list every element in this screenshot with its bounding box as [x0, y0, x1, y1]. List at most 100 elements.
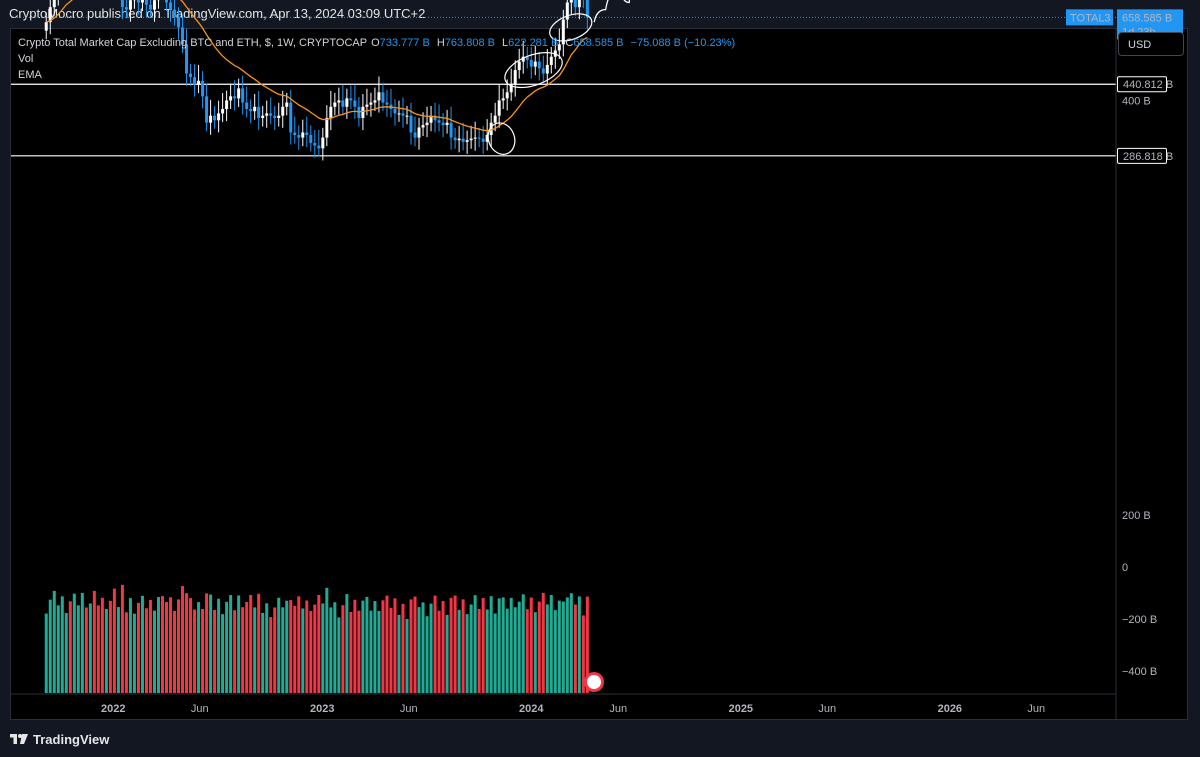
candle-body[interactable] — [297, 135, 301, 138]
candle-body[interactable] — [501, 98, 505, 101]
candle-body[interactable] — [453, 137, 457, 141]
candle-body[interactable] — [409, 115, 413, 133]
candle-body[interactable] — [321, 137, 325, 149]
candle-body[interactable] — [293, 132, 297, 136]
candle-body[interactable] — [341, 100, 345, 107]
candle-body[interactable] — [177, 16, 181, 28]
candle-body[interactable] — [285, 102, 289, 107]
candle-body[interactable] — [437, 120, 441, 123]
legend-indicator-ema[interactable]: EMA — [18, 69, 42, 81]
candle-body[interactable] — [413, 132, 417, 138]
candle-body[interactable] — [533, 61, 537, 67]
candle-body[interactable] — [385, 102, 389, 105]
candle-body[interactable] — [457, 138, 461, 141]
candle-body[interactable] — [421, 125, 425, 128]
candle-body[interactable] — [505, 92, 509, 99]
candle-body[interactable] — [585, 0, 589, 18]
candle-body[interactable] — [193, 77, 197, 85]
candle-body[interactable] — [529, 59, 533, 67]
candle-body[interactable] — [48, 7, 52, 23]
candle-body[interactable] — [461, 138, 465, 142]
candle-body[interactable] — [577, 0, 581, 8]
candle-body[interactable] — [373, 100, 377, 103]
candle-body[interactable] — [433, 115, 437, 121]
candle-body[interactable] — [128, 0, 132, 10]
candle-body[interactable] — [169, 2, 173, 10]
candle-body[interactable] — [485, 135, 489, 142]
candle-body[interactable] — [257, 106, 261, 118]
candle-body[interactable] — [144, 0, 148, 5]
candle-body[interactable] — [233, 96, 237, 99]
candle-body[interactable] — [301, 132, 305, 138]
candle-body[interactable] — [349, 98, 353, 101]
candle-body[interactable] — [197, 80, 201, 85]
candle-body[interactable] — [569, 0, 573, 3]
candle-body[interactable] — [329, 106, 333, 118]
candle-body[interactable] — [213, 115, 217, 121]
candle-body[interactable] — [333, 102, 337, 107]
candle-body[interactable] — [469, 138, 473, 141]
candle-body[interactable] — [557, 44, 561, 51]
candle-body[interactable] — [209, 115, 213, 123]
candle-body[interactable] — [249, 108, 253, 112]
candle-body[interactable] — [549, 56, 553, 65]
chart-canvas[interactable]: 1.8 T1.6 T1.4 T1.2 T1 T400 B1.134 T787.2… — [0, 0, 1200, 720]
candle-body[interactable] — [261, 115, 265, 118]
candle-body[interactable] — [345, 98, 349, 107]
candle-body[interactable] — [305, 132, 309, 136]
candle-body[interactable] — [201, 80, 205, 97]
candle-body[interactable] — [325, 117, 329, 138]
candle-body[interactable] — [173, 9, 177, 17]
candle-body[interactable] — [377, 92, 381, 101]
candle-body[interactable] — [136, 0, 140, 3]
candle-body[interactable] — [265, 113, 269, 116]
candle-body[interactable] — [465, 140, 469, 142]
candle-body[interactable] — [481, 138, 485, 142]
candle-body[interactable] — [281, 106, 285, 116]
candle-body[interactable] — [217, 113, 221, 121]
candle-body[interactable] — [365, 104, 369, 107]
candle-body[interactable] — [473, 137, 477, 139]
tradingview-brand[interactable]: TradingView — [10, 732, 109, 747]
candle-body[interactable] — [313, 142, 317, 146]
candle-body[interactable] — [337, 100, 341, 103]
candle-body[interactable] — [445, 122, 449, 126]
candle-body[interactable] — [393, 108, 397, 114]
candle-body[interactable] — [477, 137, 481, 139]
candle-body[interactable] — [361, 106, 365, 118]
circle-annotation[interactable] — [546, 9, 596, 47]
candle-body[interactable] — [269, 113, 273, 116]
candle-body[interactable] — [401, 113, 405, 116]
candle-body[interactable] — [124, 7, 128, 10]
candle-body[interactable] — [277, 115, 281, 118]
candle-body[interactable] — [517, 61, 521, 71]
candle-body[interactable] — [225, 100, 229, 109]
candle-body[interactable] — [229, 96, 233, 101]
candle-body[interactable] — [521, 56, 525, 62]
projection-annotation[interactable] — [593, 0, 794, 23]
legend-indicator-vol[interactable]: Vol — [18, 53, 34, 65]
candle-body[interactable] — [405, 115, 409, 117]
candle-body[interactable] — [397, 113, 401, 115]
candle-body[interactable] — [140, 0, 144, 3]
candle-body[interactable] — [317, 145, 321, 149]
circle-annotation[interactable] — [484, 119, 519, 158]
candle-body[interactable] — [165, 0, 169, 3]
candle-body[interactable] — [289, 102, 293, 133]
candle-body[interactable] — [417, 127, 421, 138]
candle-body[interactable] — [253, 106, 257, 112]
candle-body[interactable] — [309, 135, 313, 143]
candle-body[interactable] — [273, 115, 277, 118]
candle-body[interactable] — [185, 44, 189, 74]
candle-body[interactable] — [509, 84, 513, 93]
currency-button[interactable]: USD — [1118, 32, 1184, 56]
candle-body[interactable] — [205, 96, 209, 123]
candle-body[interactable] — [425, 122, 429, 126]
candle-body[interactable] — [541, 68, 545, 74]
candle-body[interactable] — [221, 108, 225, 114]
candle-body[interactable] — [545, 64, 549, 74]
candle-body[interactable] — [489, 122, 493, 136]
candle-body[interactable] — [449, 122, 453, 138]
candle-body[interactable] — [441, 122, 445, 126]
candle-body[interactable] — [181, 27, 185, 45]
